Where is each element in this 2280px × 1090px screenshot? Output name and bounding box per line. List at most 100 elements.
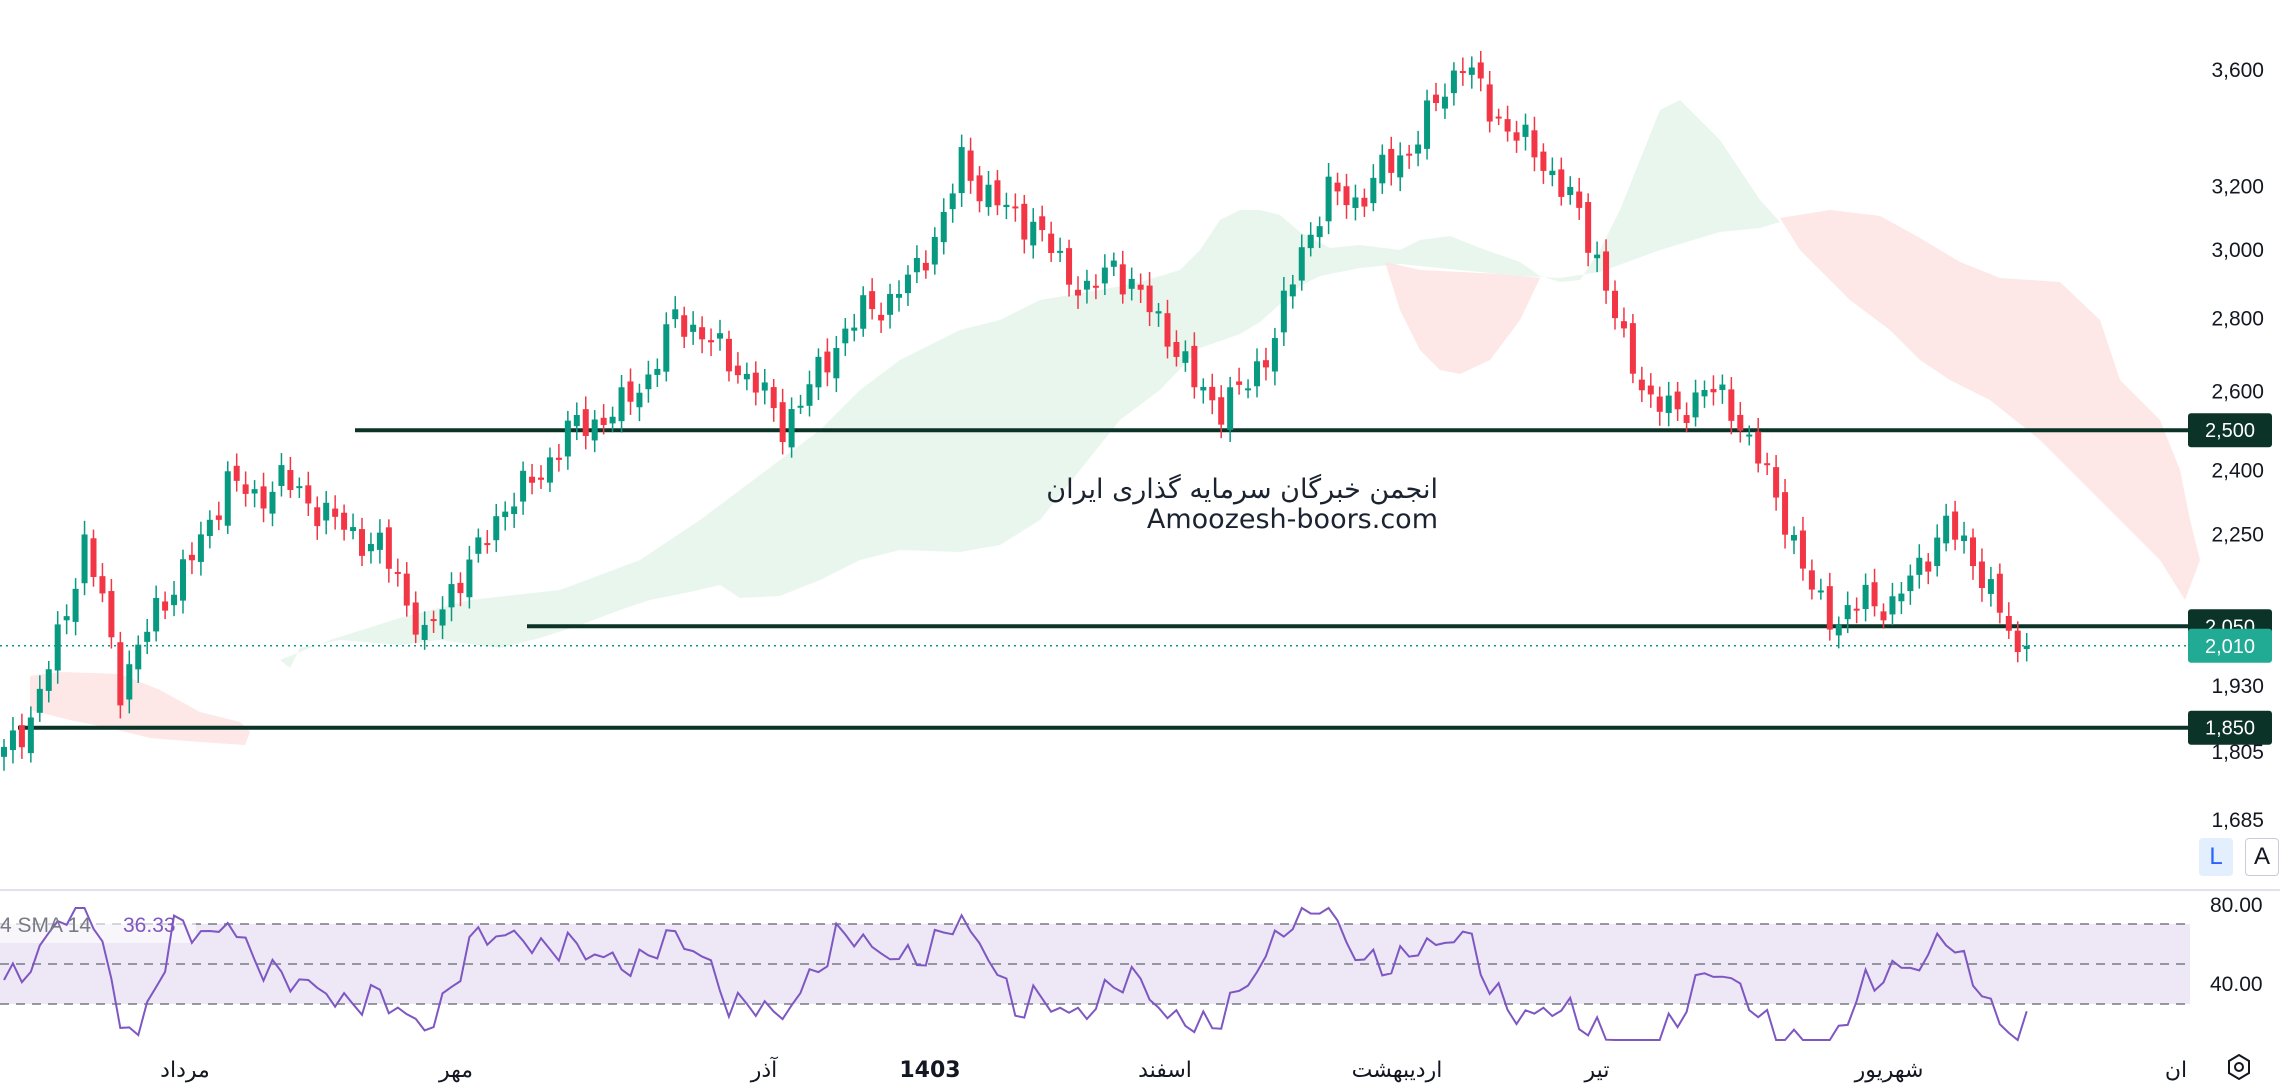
candle-body	[1746, 434, 1753, 437]
candle-body	[1218, 397, 1225, 425]
candle-body	[215, 515, 222, 520]
candle-body	[591, 419, 598, 441]
candle-body	[833, 347, 840, 379]
candle-body	[1209, 386, 1216, 401]
log-scale-button[interactable]: L	[2199, 838, 2233, 876]
candle-body	[1817, 590, 1824, 593]
settings-gear-icon[interactable]	[2222, 1050, 2256, 1084]
candle-body	[1030, 221, 1037, 246]
price-tick-label: 2,800	[2211, 307, 2264, 330]
price-tick-label: 1,930	[2211, 675, 2264, 698]
candle-body	[1146, 285, 1153, 313]
candle-body	[1433, 94, 1439, 104]
candle-body	[341, 512, 348, 530]
candle-body	[1012, 206, 1019, 209]
candle-body	[922, 262, 929, 271]
candle-body	[717, 333, 723, 339]
candle-body	[9, 730, 16, 751]
candle-body	[1880, 611, 1887, 621]
candle-body	[752, 372, 759, 393]
candle-body	[690, 324, 697, 332]
candle-body	[1280, 290, 1287, 333]
candle-body	[1039, 216, 1046, 231]
candle-body	[538, 477, 544, 480]
candle-body	[493, 516, 500, 541]
ichimoku-cloud	[30, 100, 2200, 745]
candle-body	[1629, 323, 1636, 374]
candle-body	[708, 340, 715, 343]
candle-body	[251, 489, 258, 494]
auto-scale-button[interactable]: A	[2245, 838, 2279, 876]
candle-body	[1782, 492, 1789, 535]
candle-body	[1424, 100, 1431, 149]
price-badge	[2188, 628, 2272, 663]
candle-body	[824, 351, 831, 373]
candle-body	[878, 314, 885, 321]
candle-body	[1191, 345, 1198, 388]
candle-body	[546, 457, 553, 483]
candle-body	[1996, 573, 2003, 613]
candle-body	[126, 664, 133, 700]
candle-body	[1638, 379, 1645, 391]
candle-body	[1441, 96, 1448, 109]
candle-body	[529, 476, 536, 483]
candle-body	[609, 416, 616, 424]
candle-body	[63, 616, 70, 621]
candle-body	[1522, 124, 1529, 137]
candle-body	[502, 511, 509, 518]
price-tick-label: 3,000	[2211, 239, 2264, 262]
candle-body	[904, 274, 911, 294]
cloud-red-late	[1385, 262, 1540, 374]
candle-body	[761, 382, 768, 391]
candle-body	[1665, 395, 1672, 413]
candle-body	[1415, 144, 1422, 154]
candle-body	[484, 543, 491, 546]
candle-body	[27, 717, 34, 754]
candle-body	[2014, 630, 2021, 653]
candle-body	[180, 559, 186, 601]
candle-body	[1066, 248, 1073, 285]
candle-body	[582, 409, 589, 436]
candle-body	[242, 484, 249, 494]
price-axis: 3,600 3,200 3,000 2,800 2,600 2,400 2,250 1,930…	[2211, 59, 2264, 832]
candle-body	[1612, 290, 1618, 319]
candle-body	[1683, 415, 1690, 423]
candle-body	[1513, 132, 1520, 141]
candle-body	[1647, 385, 1654, 395]
candle-body	[1048, 233, 1055, 253]
time-label-shahrivar: شهریور	[1854, 1058, 1924, 1083]
rsi-pane: 4 SMA 14 36.33 80.00 40.00	[0, 894, 2263, 1042]
candle-body	[296, 486, 303, 489]
candle-body	[887, 293, 894, 315]
candle-body	[1871, 582, 1878, 607]
candle-body	[1540, 151, 1547, 171]
candle-body	[18, 725, 25, 748]
candle-body	[1504, 119, 1511, 132]
candle-body	[162, 601, 169, 611]
candle-body	[1075, 289, 1081, 296]
candle-body	[770, 387, 777, 409]
candle-body	[1970, 537, 1976, 567]
candle-body	[1388, 148, 1395, 173]
candle-body	[72, 588, 79, 622]
candle-body	[1092, 285, 1099, 288]
candle-body	[1021, 203, 1028, 240]
candle-body	[1397, 155, 1404, 178]
candle-body	[1558, 169, 1565, 197]
candle-body	[976, 175, 983, 202]
price-tick-label: 2,250	[2211, 523, 2264, 546]
candle-body	[788, 409, 795, 448]
candle-body	[1352, 197, 1359, 208]
candle-body	[188, 554, 195, 561]
time-label-partial: ان	[2165, 1058, 2187, 1083]
candle-body	[627, 381, 634, 402]
candle-body	[1254, 361, 1260, 387]
candle-body	[967, 150, 974, 181]
candle-body	[1, 746, 7, 757]
candle-body	[672, 309, 679, 320]
price-badge	[2188, 413, 2272, 448]
watermark-line-1: انجمن خبرگان سرمایه گذاری ایران	[1046, 473, 1438, 505]
candle-body	[1343, 186, 1350, 206]
candle-body	[779, 402, 786, 443]
time-label-tir: تیر	[1584, 1058, 1610, 1083]
